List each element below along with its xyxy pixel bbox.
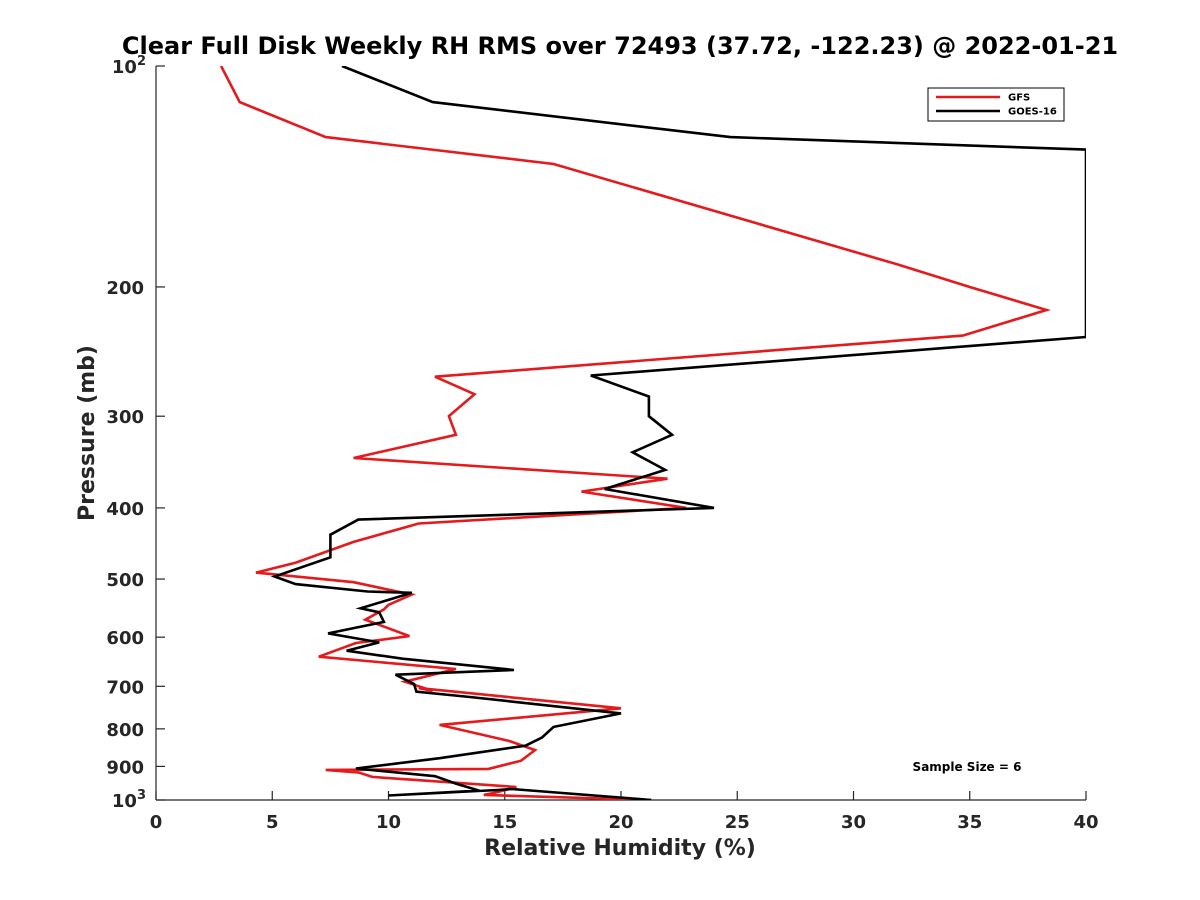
series-line-gfs xyxy=(219,66,1051,800)
y-tick-label: 500 xyxy=(106,570,144,591)
y-tick-label: 900 xyxy=(106,757,144,778)
x-tick-label: 15 xyxy=(492,812,517,833)
series-line-goes-16 xyxy=(270,66,1086,800)
x-tick-label: 25 xyxy=(725,812,750,833)
y-tick-label: 102 xyxy=(112,54,146,78)
sample-size-annotation: Sample Size = 6 xyxy=(913,760,1022,774)
x-tick-label: 35 xyxy=(957,812,982,833)
y-tick-label: 103 xyxy=(112,788,146,812)
y-tick-label: 200 xyxy=(106,278,144,299)
x-tick-label: 5 xyxy=(266,812,279,833)
x-tick-label: 40 xyxy=(1073,812,1098,833)
legend-label: GOES-16 xyxy=(1008,107,1057,118)
legend-box xyxy=(927,87,1065,122)
y-tick-label: 600 xyxy=(106,628,144,649)
x-axis-label: Relative Humidity (%) xyxy=(484,836,756,861)
legend-label: GFS xyxy=(1008,93,1030,104)
chart-title: Clear Full Disk Weekly RH RMS over 72493… xyxy=(122,32,1118,60)
y-tick-label: 700 xyxy=(106,677,144,698)
y-tick-label: 800 xyxy=(106,720,144,741)
y-tick-label: 400 xyxy=(106,499,144,520)
legend: GFS GOES-16 xyxy=(927,87,1065,122)
plot-area: 0 5 10 15 20 25 30 35 40 102 200 300 400 500 600 700 800… xyxy=(106,54,1098,833)
x-tick-label: 0 xyxy=(150,812,163,833)
x-tick-label: 30 xyxy=(841,812,866,833)
y-tick-label: 300 xyxy=(106,407,144,428)
x-tick-label: 20 xyxy=(608,812,633,833)
x-tick-label: 10 xyxy=(376,812,401,833)
y-axis-label: Pressure (mb) xyxy=(75,345,100,521)
